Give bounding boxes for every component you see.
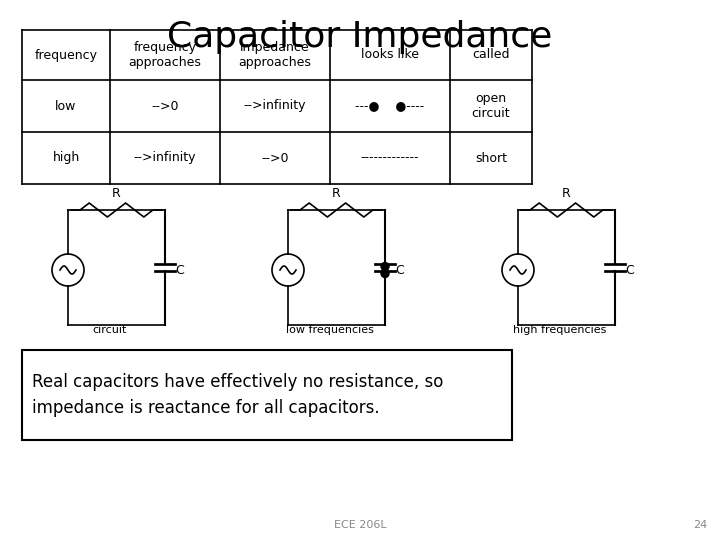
Text: Real capacitors have effectively no resistance, so
impedance is reactance for al: Real capacitors have effectively no resi… bbox=[32, 373, 444, 417]
Text: frequency
approaches: frequency approaches bbox=[129, 41, 202, 69]
Text: Capacitor Impedance: Capacitor Impedance bbox=[167, 20, 553, 54]
Text: -->infinity: -->infinity bbox=[134, 152, 197, 165]
Circle shape bbox=[381, 262, 389, 271]
Text: C: C bbox=[395, 264, 404, 276]
Text: low frequencies: low frequencies bbox=[286, 325, 374, 335]
Text: -------------: ------------- bbox=[361, 152, 419, 165]
Text: looks like: looks like bbox=[361, 49, 419, 62]
Text: circuit: circuit bbox=[93, 325, 127, 335]
Text: high frequencies: high frequencies bbox=[513, 325, 607, 335]
Text: open
circuit: open circuit bbox=[472, 92, 510, 120]
Text: short: short bbox=[475, 152, 507, 165]
Circle shape bbox=[381, 269, 389, 278]
Text: frequency: frequency bbox=[35, 49, 97, 62]
Text: C: C bbox=[625, 264, 634, 276]
Text: called: called bbox=[472, 49, 510, 62]
Text: impedance
approaches: impedance approaches bbox=[238, 41, 312, 69]
Text: 24: 24 bbox=[693, 520, 707, 530]
Text: R: R bbox=[562, 187, 571, 200]
Text: high: high bbox=[53, 152, 80, 165]
Text: low: low bbox=[55, 99, 77, 112]
Text: ECE 206L: ECE 206L bbox=[333, 520, 387, 530]
Text: -->infinity: -->infinity bbox=[244, 99, 306, 112]
FancyBboxPatch shape bbox=[22, 350, 512, 440]
Text: -->0: -->0 bbox=[151, 99, 179, 112]
Text: R: R bbox=[112, 187, 121, 200]
Text: R: R bbox=[332, 187, 341, 200]
Text: -->0: -->0 bbox=[261, 152, 289, 165]
Text: C: C bbox=[175, 264, 184, 276]
Text: ---●    ●----: ---● ●---- bbox=[356, 99, 425, 112]
